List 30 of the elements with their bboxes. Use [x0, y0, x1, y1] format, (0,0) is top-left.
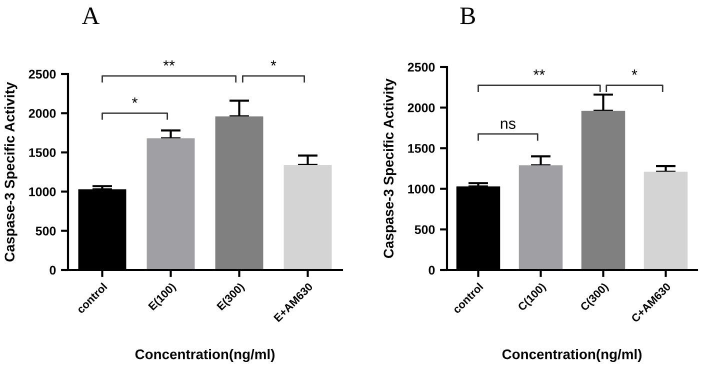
y-tick-label: 0 — [50, 266, 56, 275]
bar — [644, 172, 688, 270]
y-axis-title: Caspase-3 Specific Activity — [4, 82, 18, 262]
y-axis-title: Caspase-3 Specific Activity — [383, 78, 396, 258]
y-tick-label: 500 — [414, 225, 435, 234]
bar — [581, 110, 626, 270]
y-tick-label: 0 — [428, 266, 435, 275]
y-tick-label: 1500 — [29, 148, 56, 158]
annotation: * — [132, 98, 138, 103]
annotation: ns — [500, 120, 516, 129]
annotation: * — [632, 70, 638, 75]
bar — [284, 164, 332, 270]
y-tick-label: 1000 — [29, 187, 56, 196]
bar — [518, 165, 563, 270]
bar — [146, 138, 195, 270]
x-axis-title: Concentration(ng/ml) — [502, 349, 642, 362]
y-tick-label: 1000 — [408, 184, 435, 194]
y-tick-label: 2500 — [408, 62, 435, 72]
x-axis-title: Concentration(ng/ml) — [135, 349, 275, 362]
text: * — [270, 60, 276, 66]
y-tick-label: 500 — [36, 226, 56, 236]
chart-title: B — [460, 8, 475, 24]
chart-title: A — [82, 8, 100, 24]
bar — [215, 116, 264, 270]
y-tick-label: 2500 — [28, 70, 56, 79]
annotation: ** — [533, 70, 545, 75]
y-tick-label: 1500 — [408, 144, 435, 153]
y-tick-label: 2000 — [28, 109, 56, 118]
y-tick-label: 2000 — [408, 103, 435, 112]
text: ** — [163, 60, 175, 66]
